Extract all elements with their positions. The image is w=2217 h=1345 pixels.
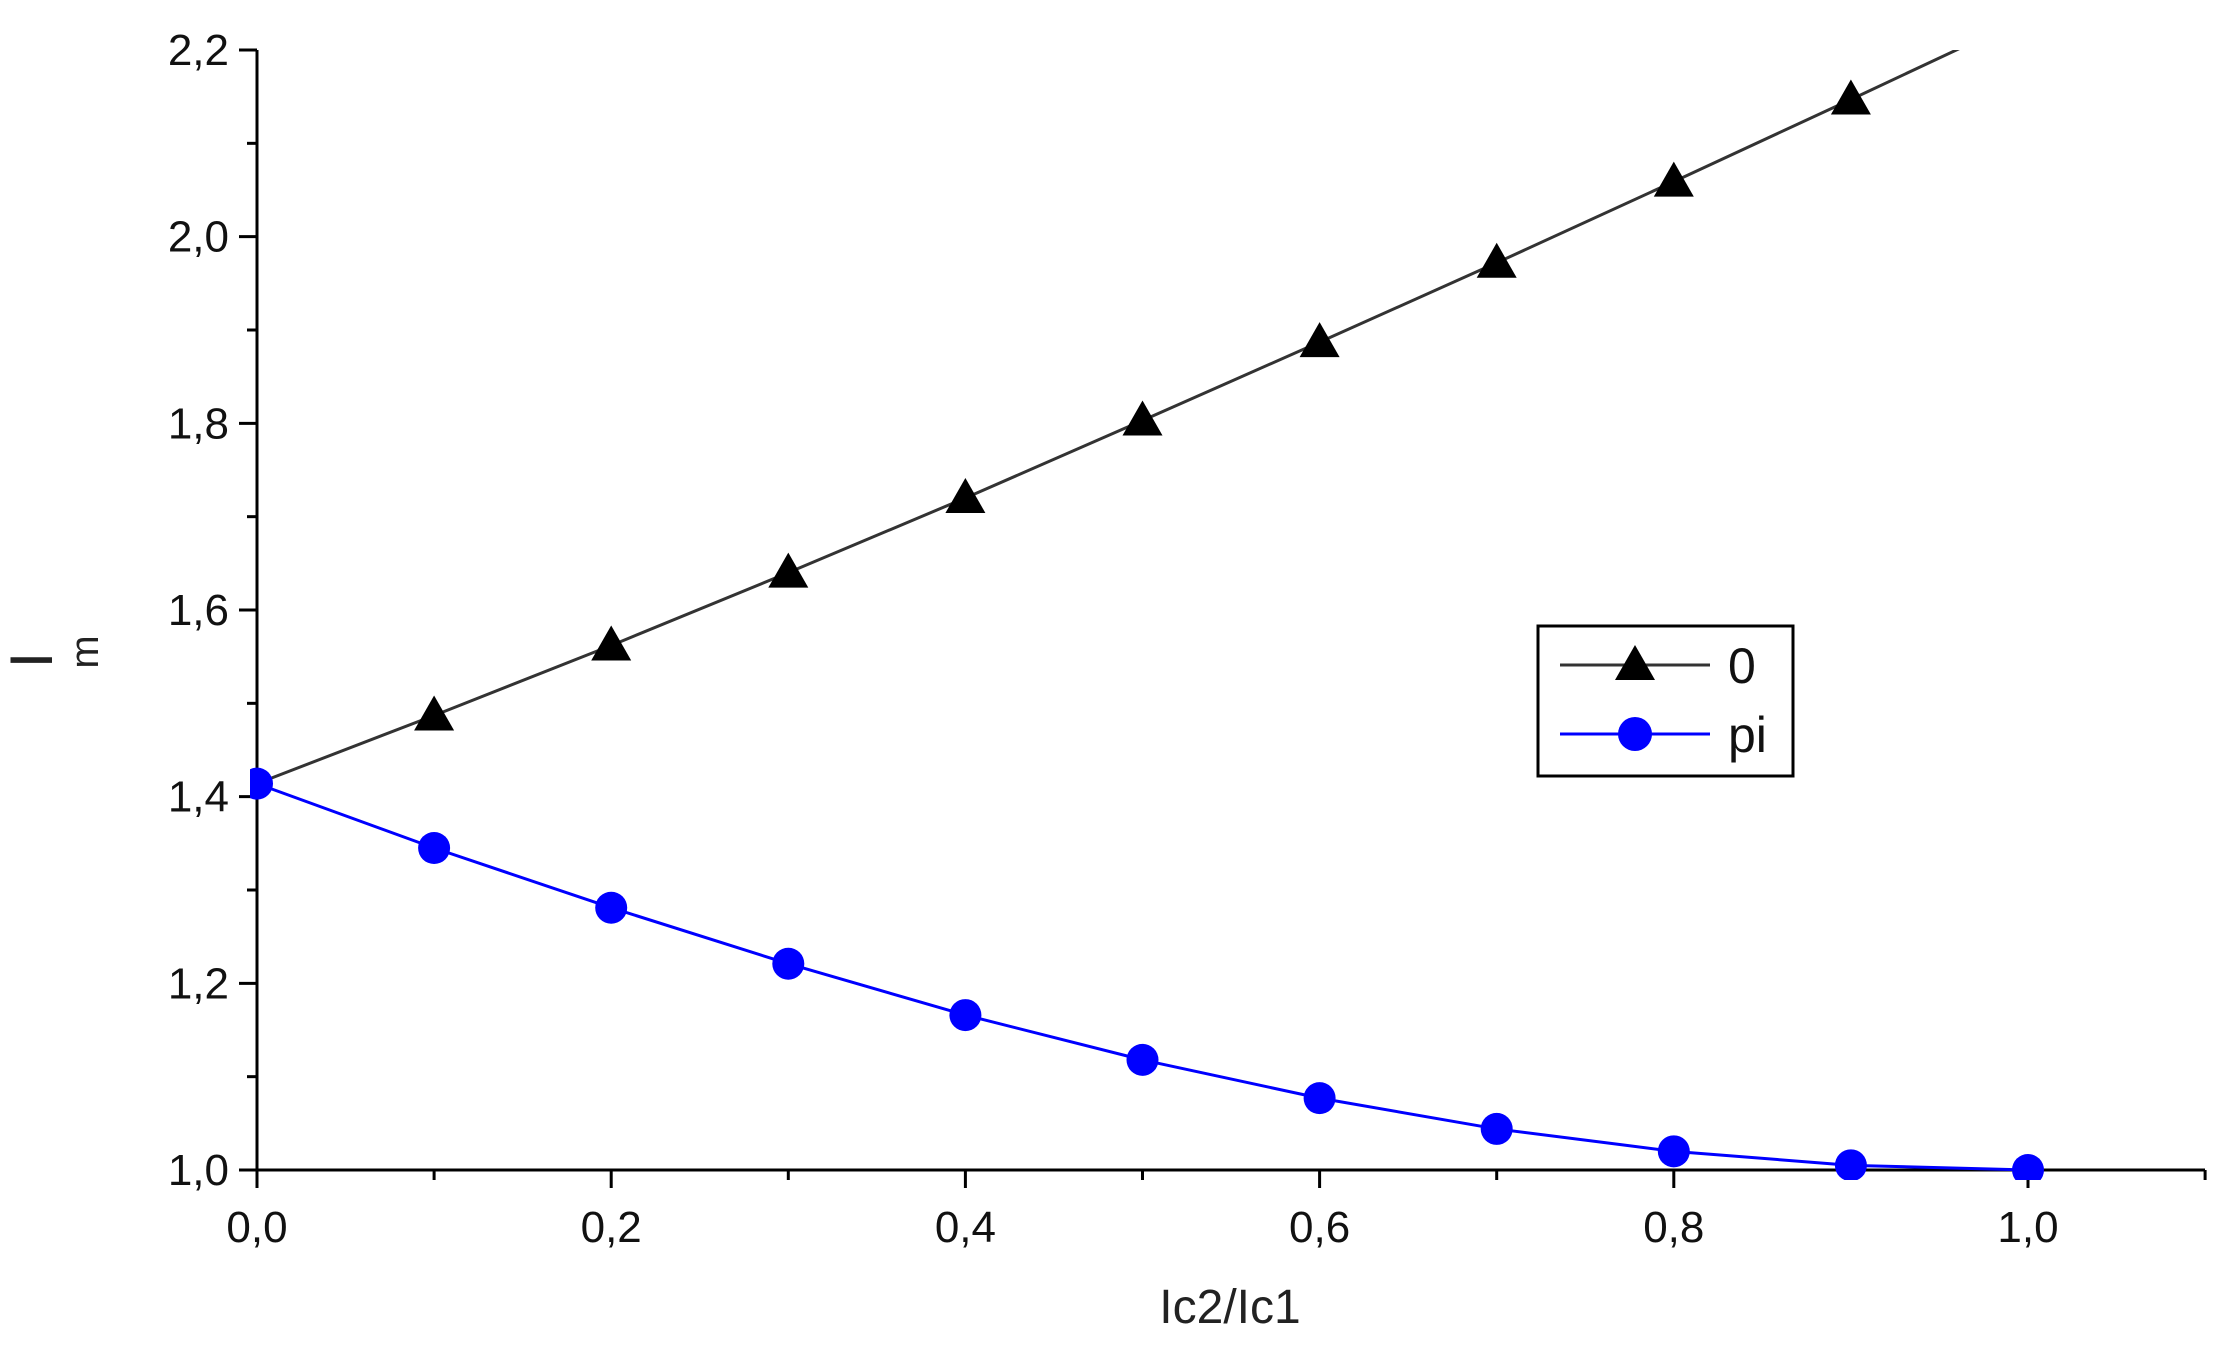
y-axis-title: I <box>0 652 65 669</box>
y-tick-label: 2,0 <box>168 213 229 262</box>
circle-marker <box>250 767 273 800</box>
series-line <box>256 782 2029 1172</box>
triangle-marker <box>2008 0 2048 31</box>
circle-marker <box>772 947 805 980</box>
circle-marker <box>2012 1154 2044 1180</box>
triangle-marker <box>945 478 986 513</box>
y-tick-label: 2,2 <box>168 26 229 75</box>
x-tick-label: 0,6 <box>1289 1203 1350 1252</box>
triangle-marker <box>1476 242 1517 278</box>
circle-marker <box>949 999 982 1032</box>
x-tick-label: 0,2 <box>581 1203 642 1252</box>
series-pi <box>250 767 2044 1180</box>
legend-box <box>1536 624 1795 778</box>
x-tick-label: 0,0 <box>226 1203 287 1252</box>
y-tick-label: 1,0 <box>168 1146 229 1195</box>
x-tick-label: 0,4 <box>935 1203 996 1252</box>
circle-marker <box>1303 1082 1336 1115</box>
circle-marker <box>1480 1112 1513 1145</box>
series-0 <box>256 0 2048 785</box>
series-group <box>250 0 2048 1180</box>
triangle-marker <box>591 625 632 661</box>
x-tick-label: 1,0 <box>1997 1203 2058 1252</box>
x-axis-title: Ic2/Ic1 <box>1159 1281 1300 1334</box>
legend-label-pi: pi <box>1728 707 1767 763</box>
y-tick-label: 1,2 <box>168 959 229 1008</box>
y-tick-label: 1,4 <box>168 773 229 822</box>
x-tick-label: 0,8 <box>1643 1203 1704 1252</box>
legend-marker-circle <box>1618 717 1652 751</box>
circle-marker <box>1657 1135 1690 1168</box>
circle-marker <box>418 832 451 864</box>
triangle-marker <box>768 552 809 588</box>
y-tick-label: 1,6 <box>168 586 229 635</box>
legend: 0 pi <box>1536 624 1795 778</box>
circle-marker <box>1834 1149 1867 1180</box>
triangle-marker <box>1122 400 1163 436</box>
legend-label-0: 0 <box>1728 638 1756 694</box>
axes: 0,0 0,2 0,4 0,6 0,8 1,0 1,0 1,2 1,4 1,6 1,8 2,0 2,2 <box>168 26 2207 1252</box>
triangle-marker <box>1653 161 1694 197</box>
triangle-marker <box>414 695 455 731</box>
circle-marker <box>1126 1043 1159 1076</box>
y-tick-label: 1,8 <box>168 399 229 448</box>
triangle-marker <box>1830 79 1871 115</box>
triangle-marker <box>1299 322 1340 358</box>
y-axis-title-subscript: m <box>63 635 107 668</box>
legend-marker-triangle <box>1615 645 1655 680</box>
circle-marker <box>595 891 628 924</box>
